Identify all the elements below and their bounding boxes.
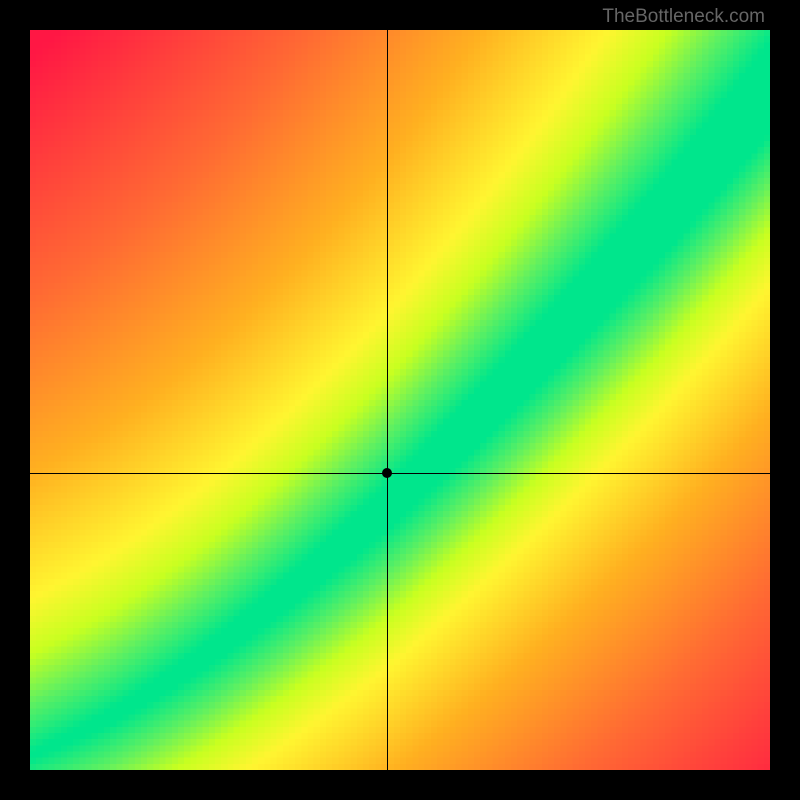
crosshair-vertical	[387, 30, 388, 770]
heatmap-plot	[30, 30, 770, 770]
watermark-text: TheBottleneck.com	[602, 6, 765, 28]
heatmap-canvas	[30, 30, 770, 770]
crosshair-marker	[382, 468, 392, 478]
crosshair-horizontal	[30, 473, 770, 474]
